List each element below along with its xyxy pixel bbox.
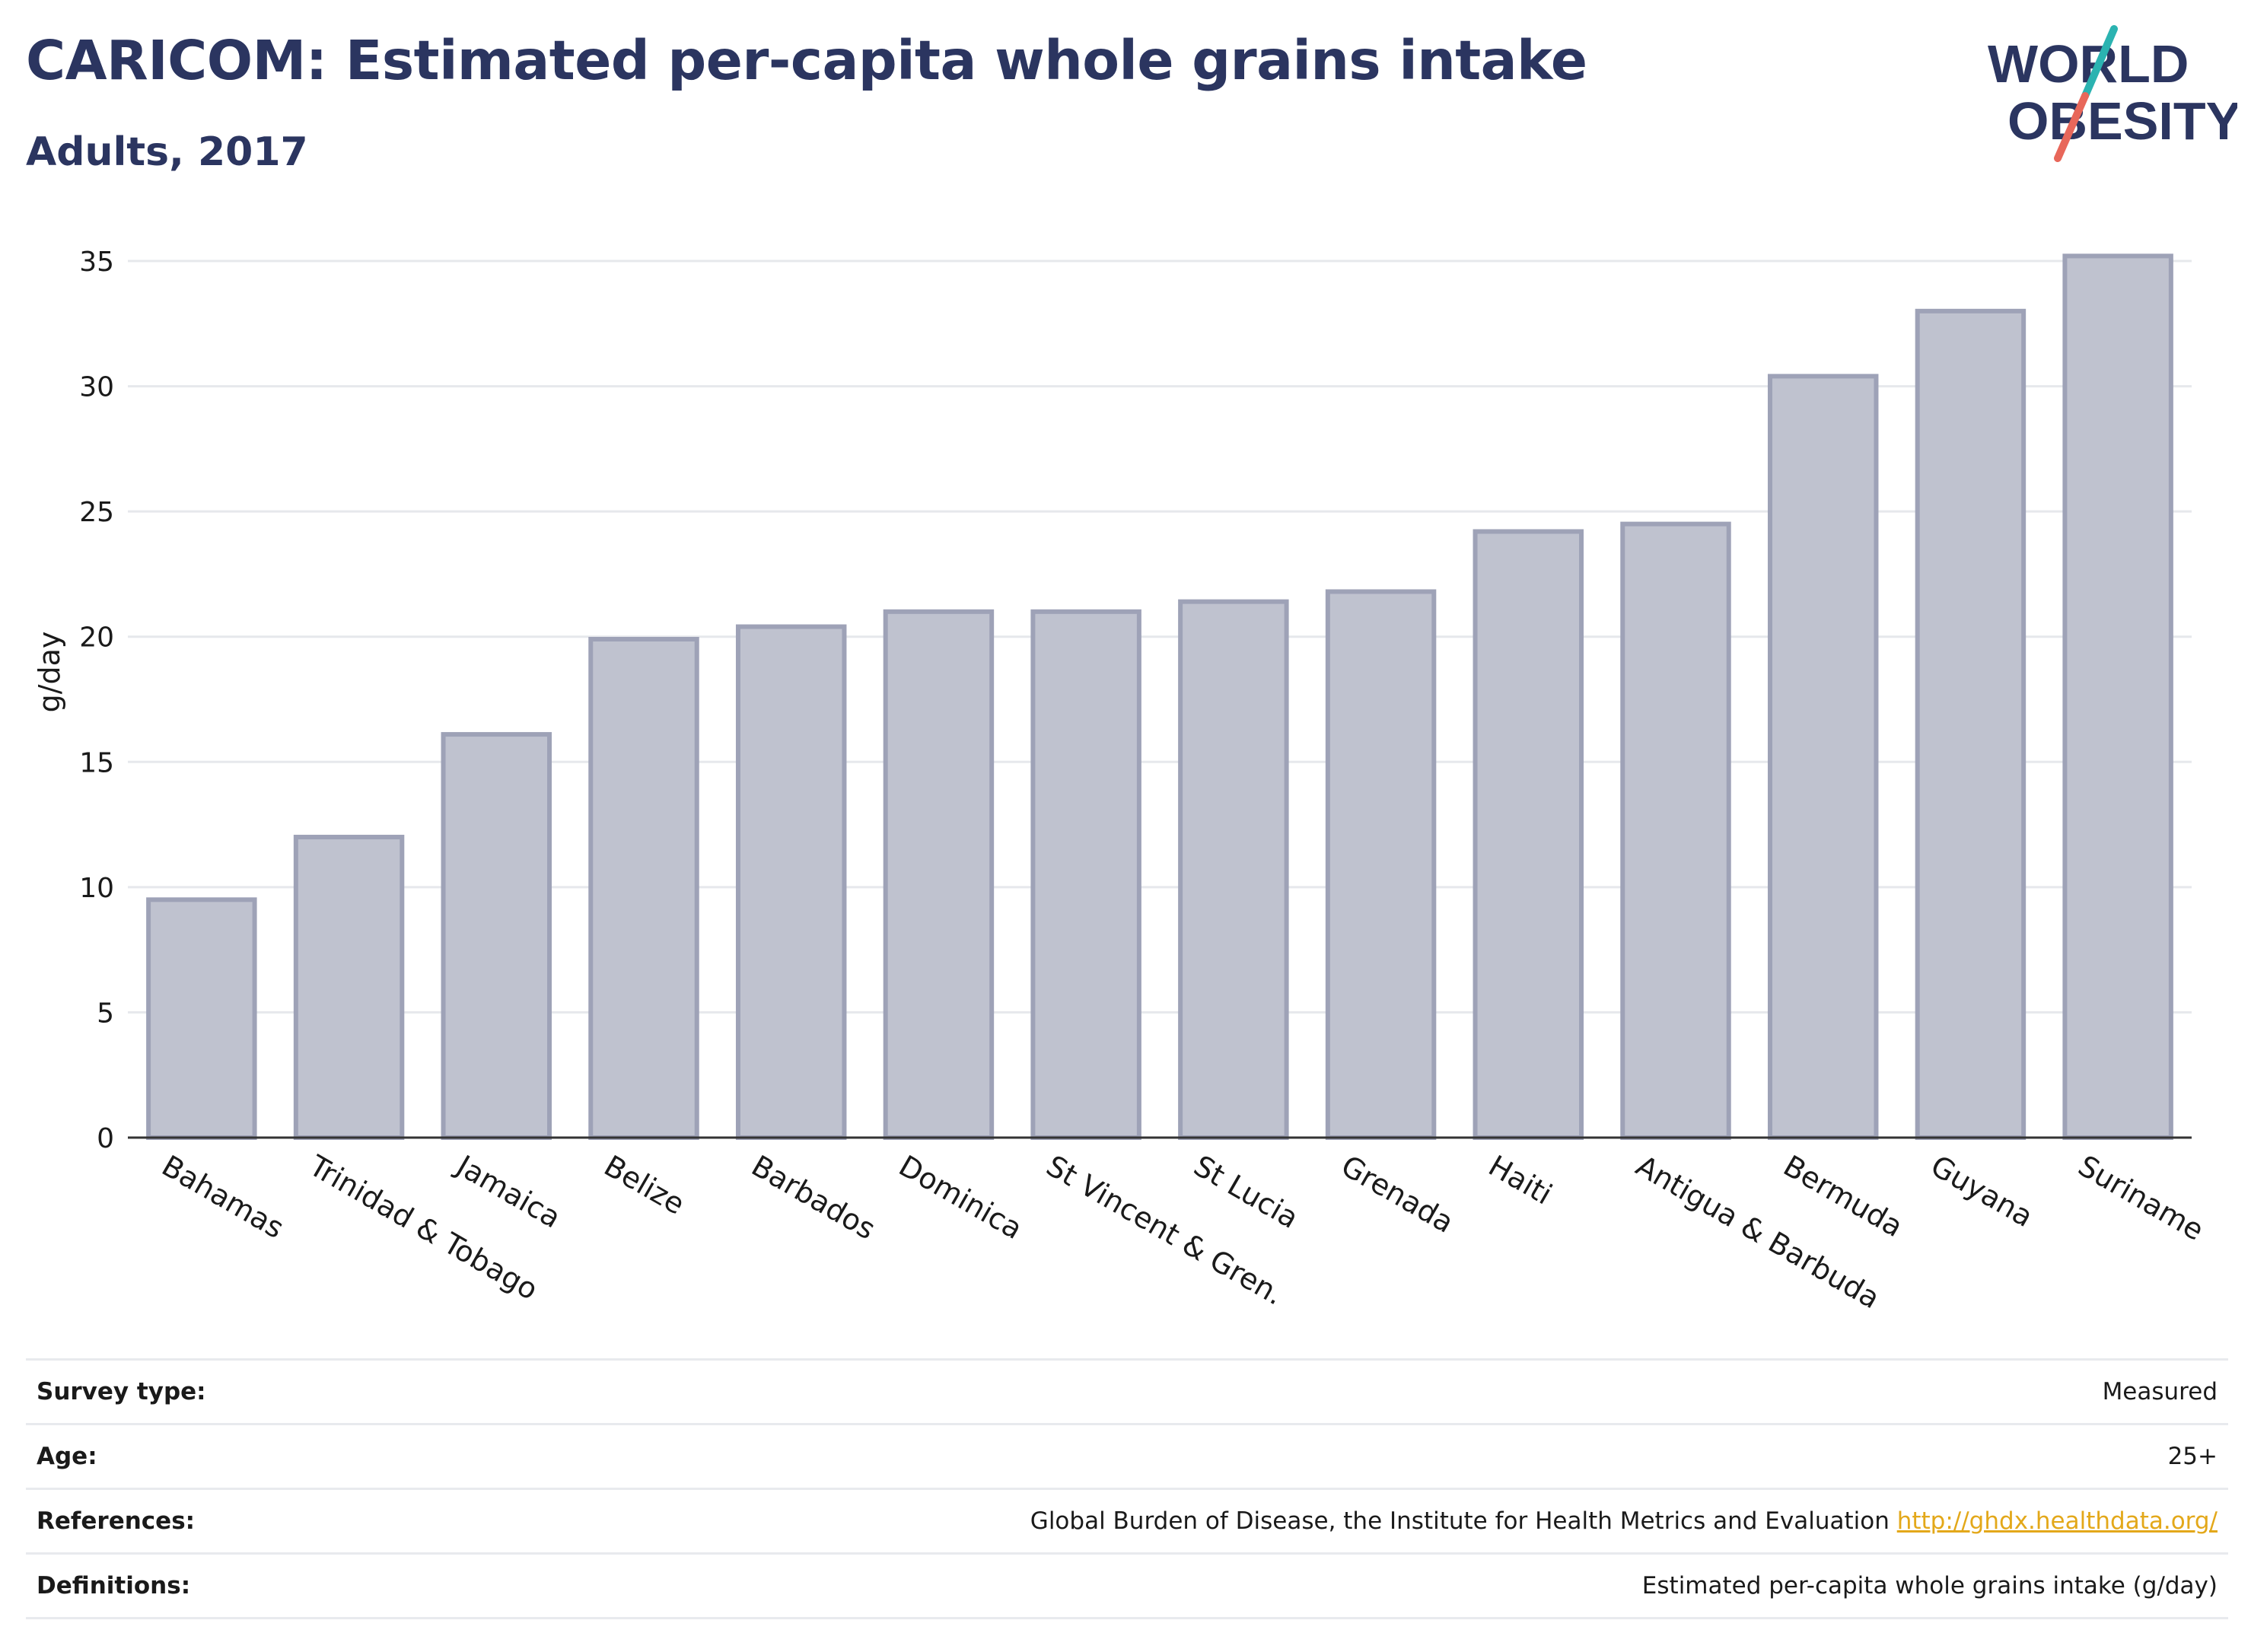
y-axis-title: g/day [33, 632, 66, 713]
x-tick-label: Grenada [1336, 1149, 1460, 1240]
chart-subtitle: Adults, 2017 [26, 129, 308, 175]
info-label: References: [37, 1507, 196, 1535]
y-tick-label: 10 [79, 873, 114, 904]
bar [735, 624, 847, 1140]
y-tick-label: 0 [97, 1123, 114, 1154]
bar [1767, 374, 1879, 1140]
x-tick-label: St Lucia [1188, 1149, 1304, 1235]
logo-slash-top [2081, 25, 2118, 100]
bar [1915, 308, 2027, 1140]
y-tick-label: 5 [97, 998, 114, 1029]
logo-text-obesity: OBESITY [2007, 91, 2237, 151]
x-tick-label: Antigua & Barbuda [1631, 1149, 1886, 1316]
bar [1178, 599, 1289, 1140]
info-value: Estimated per-capita whole grains intake… [1641, 1572, 2218, 1599]
y-tick-labels: 0 5 10 15 20 25 30 35 [79, 247, 114, 1154]
bar [1325, 589, 1437, 1140]
info-row-references: References: Global Burden of Disease, th… [26, 1488, 2228, 1552]
bar [1620, 521, 1731, 1140]
bar [588, 637, 699, 1140]
bar [146, 897, 257, 1141]
x-tick-label: Bermuda [1778, 1149, 1909, 1244]
bar [883, 609, 995, 1140]
info-table: Survey type: Measured Age: 25+ Reference… [26, 1358, 2228, 1619]
bar [1030, 609, 1141, 1140]
x-tick-label: Belize [599, 1149, 691, 1221]
x-tick-label: Haiti [1483, 1149, 1558, 1211]
chart-title: CARICOM: Estimated per-capita whole grai… [26, 29, 1587, 92]
x-tick-label: Guyana [1925, 1149, 2039, 1233]
x-tick-label: Suriname [2073, 1149, 2210, 1247]
x-tick-label: Jamaica [450, 1148, 566, 1235]
x-tick-label: Bahamas [156, 1149, 289, 1246]
info-value: Measured [2102, 1378, 2218, 1405]
info-value-wrap: Global Burden of Disease, the Institute … [1030, 1507, 2218, 1535]
y-tick-label: 25 [79, 497, 114, 528]
info-row-definitions: Definitions: Estimated per-capita whole … [26, 1552, 2228, 1619]
info-label: Definitions: [37, 1572, 191, 1599]
info-value: Global Burden of Disease, the Institute … [1030, 1507, 1890, 1535]
info-label: Survey type: [37, 1378, 206, 1405]
x-tick-label: Barbados [746, 1149, 881, 1246]
bar [1473, 529, 1584, 1140]
bar [441, 732, 552, 1140]
y-tick-label: 35 [79, 247, 114, 278]
bar [293, 835, 405, 1140]
y-tick-label: 30 [79, 372, 114, 403]
info-row-age: Age: 25+ [26, 1423, 2228, 1488]
info-value: 25+ [2167, 1443, 2218, 1470]
info-label: Age: [37, 1443, 97, 1470]
world-obesity-logo: WORLD OBESITY [1988, 25, 2237, 162]
bars [146, 253, 2173, 1141]
x-tick-label: Dominica [893, 1149, 1028, 1246]
logo-slash-bottom [2054, 92, 2089, 162]
y-tick-label: 20 [79, 622, 114, 654]
bar [2062, 253, 2173, 1141]
x-tick-label: St Vincent & Gren. [1041, 1149, 1290, 1312]
y-tick-label: 15 [79, 747, 114, 778]
reference-link[interactable]: http://ghdx.healthdata.org/ [1896, 1507, 2218, 1535]
gridlines [128, 259, 2192, 1014]
info-row-survey-type: Survey type: Measured [26, 1358, 2228, 1423]
